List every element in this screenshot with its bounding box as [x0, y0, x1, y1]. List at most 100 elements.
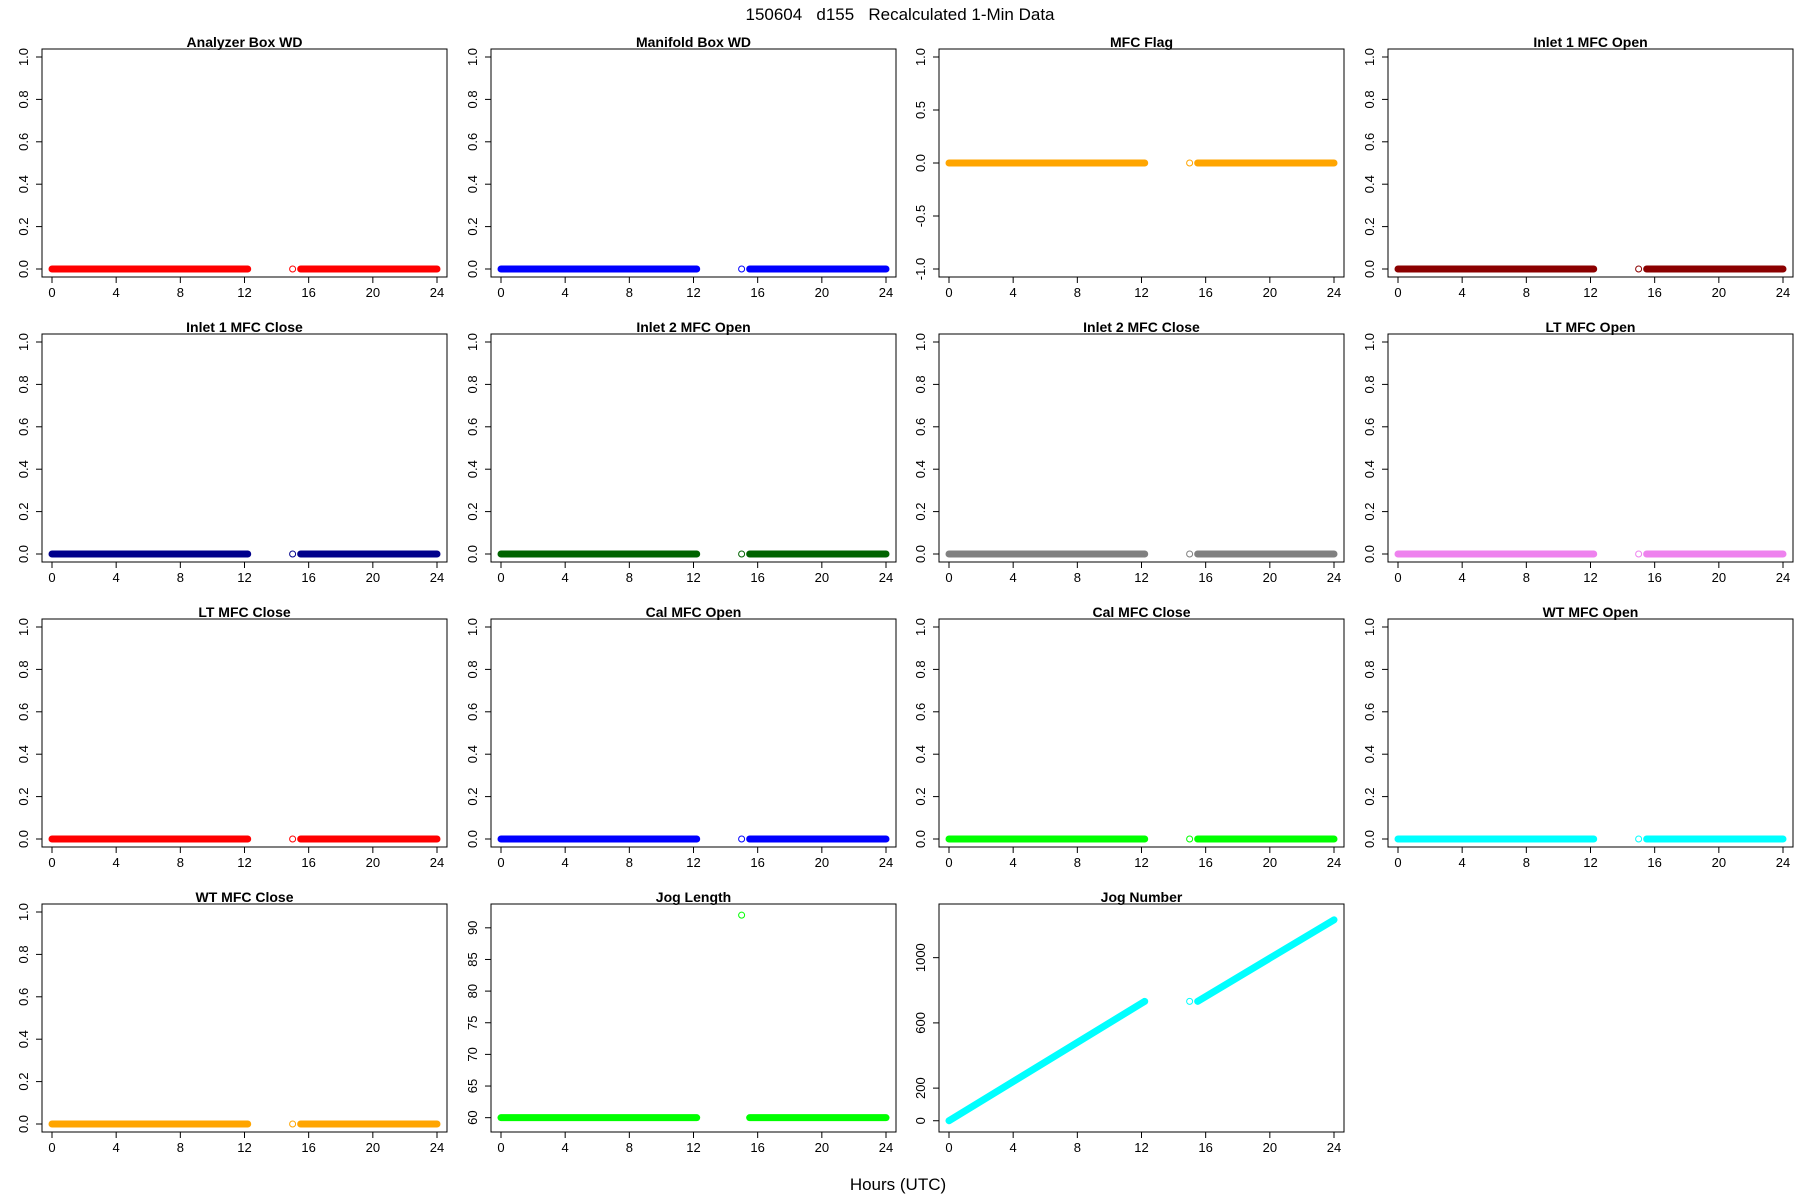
data-point [289, 550, 297, 558]
y-tick-label: 0.6 [913, 703, 928, 721]
x-tick-label: 20 [815, 570, 829, 585]
panel: MFC Flag 0 4 8 12 16 20 24 -1.0 -0.5 0.0 0.5 1.0 [913, 34, 1345, 300]
plot-frame [490, 618, 897, 848]
y-tick-label: 1.0 [1362, 618, 1377, 636]
panel-title: Inlet 2 MFC Close [1083, 319, 1200, 335]
panel: Inlet 2 MFC Open 0 4 8 12 16 20 24 0.0 0.2 0.4 0.6 0… [465, 319, 897, 585]
x-tick-label: 24 [879, 570, 893, 585]
x-tick-label: 24 [1776, 855, 1790, 870]
y-tick-label: 1.0 [1362, 333, 1377, 351]
x-tick-label: 4 [562, 285, 569, 300]
y-tick-label: 0.6 [913, 418, 928, 436]
data-point [1186, 159, 1194, 167]
x-tick-label: 4 [113, 285, 120, 300]
y-tick-label: 0.0 [1362, 260, 1377, 278]
y-tick-label: 0.0 [16, 260, 31, 278]
data-point [289, 265, 297, 273]
y-tick-label: 0.0 [465, 830, 480, 848]
x-tick-label: 8 [626, 1140, 633, 1155]
x-tick-label: 24 [1327, 570, 1341, 585]
panel: WT MFC Open 0 4 8 12 16 20 24 0.0 0.2 0.4 0.6 0.8 1.0 [1362, 604, 1794, 870]
y-tick-label: 60 [465, 1110, 480, 1124]
x-tick-label: 16 [750, 570, 764, 585]
y-tick-label: 200 [913, 1077, 928, 1099]
x-tick-label: 4 [113, 1140, 120, 1155]
panel-title: WT MFC Close [196, 889, 294, 905]
x-tick-label: 0 [497, 1140, 504, 1155]
y-tick-label: 1.0 [913, 618, 928, 636]
x-tick-label: 4 [113, 570, 120, 585]
x-tick-label: 4 [1010, 285, 1017, 300]
y-tick-label: 0.4 [1362, 460, 1377, 478]
x-tick-label: 0 [497, 285, 504, 300]
y-tick-label: 0.4 [16, 745, 31, 763]
y-tick-label: 0.2 [1362, 503, 1377, 521]
y-tick-label: 0.4 [1362, 175, 1377, 193]
y-tick-label: 75 [465, 1016, 480, 1030]
y-tick-label: 1.0 [16, 903, 31, 921]
y-tick-label: 0.2 [16, 503, 31, 521]
data-point [289, 1120, 297, 1128]
x-tick-label: 16 [1647, 855, 1661, 870]
y-tick-label: 0.4 [16, 460, 31, 478]
y-tick-label: 0.6 [1362, 418, 1377, 436]
panel: Inlet 1 MFC Open 0 4 8 12 16 20 24 0.0 0.2 0.4 0.6 0… [1362, 34, 1794, 300]
y-tick-label: 0.8 [16, 945, 31, 963]
y-tick-label: 0.0 [16, 1115, 31, 1133]
x-tick-label: 0 [1394, 570, 1401, 585]
y-tick-label: 0 [913, 1117, 928, 1124]
x-tick-label: 0 [945, 1140, 952, 1155]
x-tick-label: 16 [1198, 855, 1212, 870]
panel: Manifold Box WD 0 4 8 12 16 20 24 0.0 0.2 0.4 0.6 0.… [465, 34, 897, 300]
y-tick-label: 1.0 [16, 48, 31, 66]
panel: LT MFC Open 0 4 8 12 16 20 24 0.0 0.2 0.4 0.6 0.8 1.0 [1362, 319, 1794, 585]
plot-frame [1387, 618, 1794, 848]
x-tick-label: 16 [301, 855, 315, 870]
y-tick-label: 1.0 [913, 333, 928, 351]
x-tick-label: 0 [48, 1140, 55, 1155]
x-tick-label: 8 [1074, 570, 1081, 585]
x-tick-label: 12 [237, 285, 251, 300]
data-point [738, 265, 746, 273]
figure-x-axis-label: Hours (UTC) [850, 1175, 946, 1194]
y-tick-label: 1.0 [913, 48, 928, 66]
y-tick-label: 0.8 [1362, 660, 1377, 678]
x-tick-label: 16 [301, 1140, 315, 1155]
y-tick-label: 0.0 [465, 260, 480, 278]
data-point [1635, 265, 1643, 273]
y-tick-label: 0.8 [913, 375, 928, 393]
panel-title: Analyzer Box WD [187, 34, 303, 50]
x-tick-label: 12 [686, 1140, 700, 1155]
x-tick-label: 20 [366, 855, 380, 870]
y-tick-label: 0.2 [913, 503, 928, 521]
x-tick-label: 24 [430, 285, 444, 300]
x-tick-label: 20 [366, 570, 380, 585]
y-tick-label: 0.2 [16, 1073, 31, 1091]
y-tick-label: 0.0 [1362, 545, 1377, 563]
x-tick-label: 0 [497, 855, 504, 870]
plot-frame [1387, 48, 1794, 278]
x-tick-label: 12 [237, 855, 251, 870]
y-tick-label: 0.6 [16, 988, 31, 1006]
x-tick-label: 8 [177, 570, 184, 585]
x-tick-label: 20 [1263, 1140, 1277, 1155]
y-tick-label: 0.6 [465, 703, 480, 721]
y-tick-label: 0.4 [465, 745, 480, 763]
x-tick-label: 12 [686, 570, 700, 585]
x-tick-label: 12 [1583, 570, 1597, 585]
x-tick-label: 0 [1394, 855, 1401, 870]
x-tick-label: 0 [497, 570, 504, 585]
panel-title: WT MFC Open [1543, 604, 1639, 620]
x-tick-label: 4 [1459, 570, 1466, 585]
y-tick-label: 0.2 [465, 788, 480, 806]
x-tick-label: 20 [1263, 855, 1277, 870]
data-point [1635, 835, 1643, 843]
panel-title: Inlet 1 MFC Open [1533, 34, 1647, 50]
x-tick-label: 16 [1198, 285, 1212, 300]
y-tick-label: 0.6 [16, 418, 31, 436]
plot-frame [41, 48, 448, 278]
x-tick-label: 16 [1198, 570, 1212, 585]
x-tick-label: 12 [1134, 285, 1148, 300]
panel-title: Inlet 2 MFC Open [636, 319, 750, 335]
y-tick-label: 0.4 [465, 460, 480, 478]
